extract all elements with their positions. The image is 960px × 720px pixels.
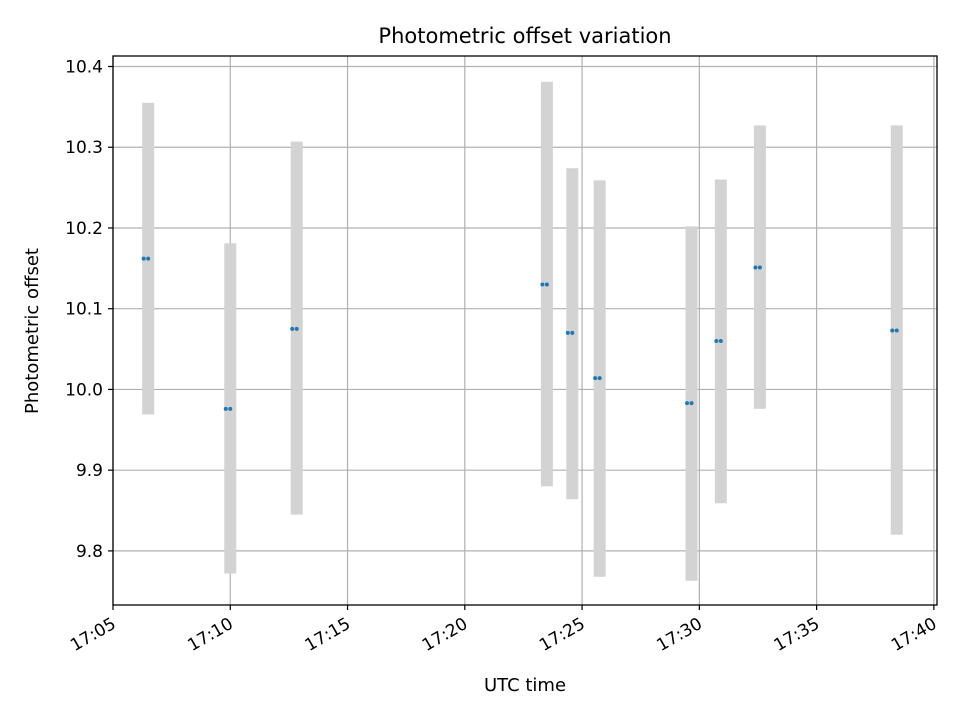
grid <box>112 56 937 605</box>
y-tick-label: 9.8 <box>76 542 103 562</box>
y-tick-label: 10.0 <box>65 380 103 400</box>
y-axis-label: Photometric offset <box>22 248 43 414</box>
plot-frame <box>112 55 938 606</box>
y-tick-label: 10.1 <box>65 300 103 320</box>
x-tick-label: 17:15 <box>302 614 354 656</box>
y-tick-label: 10.4 <box>65 57 103 77</box>
data-points <box>141 256 904 411</box>
x-axis-label: UTC time <box>484 675 566 696</box>
chart-title: Photometric offset variation <box>378 24 671 48</box>
x-axis-ticks: 17:05 17:10 17:15 17:20 17:25 17:30 17:35 17:40 <box>67 605 940 656</box>
x-tick-label: 17:25 <box>536 614 588 656</box>
y-tick-label: 10.2 <box>65 219 103 239</box>
y-axis-ticks: 9.8 9.9 10.0 10.1 10.2 10.3 10.4 <box>65 57 113 562</box>
error-bars <box>142 81 903 581</box>
x-tick-label: 17:40 <box>888 614 940 656</box>
x-tick-label: 17:20 <box>419 614 471 656</box>
y-tick-label: 10.3 <box>65 138 103 158</box>
x-tick-label: 17:30 <box>653 614 705 656</box>
y-tick-label: 9.9 <box>76 461 103 481</box>
x-tick-label: 17:35 <box>771 614 823 656</box>
x-tick-label: 17:10 <box>184 614 236 656</box>
x-tick-label: 17:05 <box>67 614 119 656</box>
